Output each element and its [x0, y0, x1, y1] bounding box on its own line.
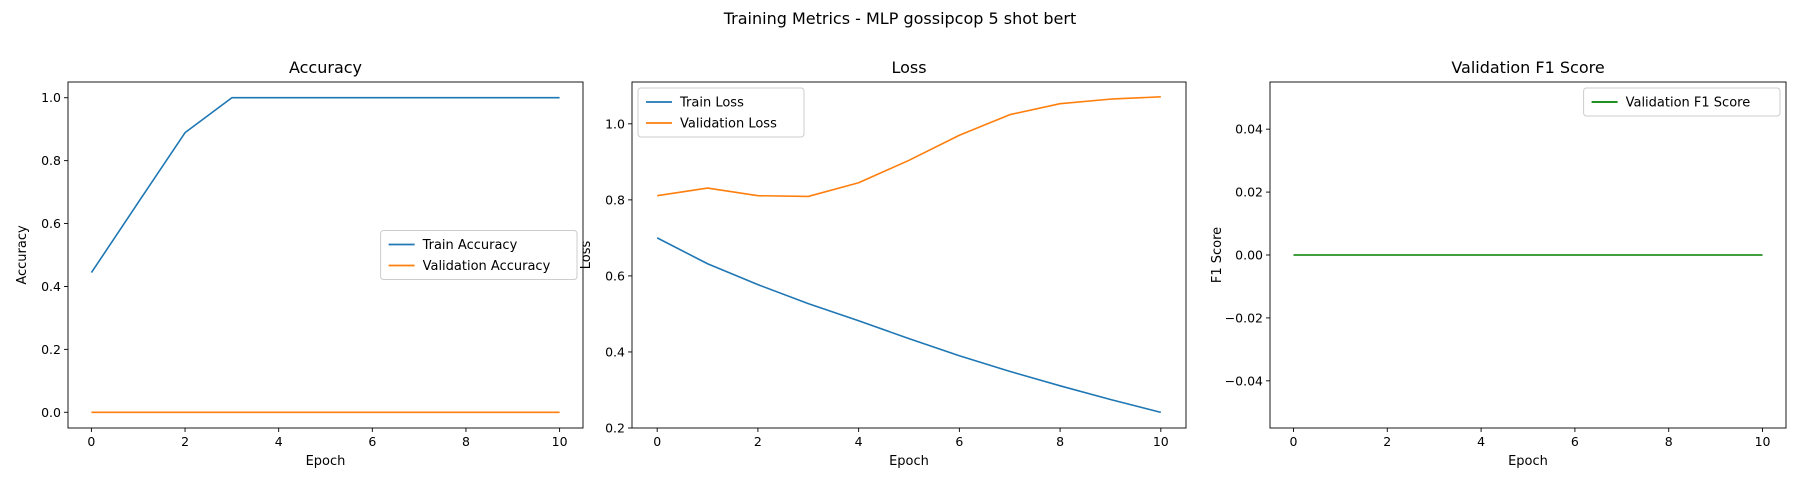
x-tick-label: 4 [855, 434, 863, 449]
x-axis-label: Epoch [306, 454, 346, 469]
x-tick-label: 6 [955, 434, 963, 449]
series-line-1 [90, 96, 560, 274]
chart-panel-1: Accuracy 0 2 4 6 8 10 0.0 0.2 0.4 0.6 0.8 1.0 Epoch Ac… [15, 58, 584, 469]
series-line-2 [657, 96, 1161, 198]
y-tick-label: 0.00 [1235, 248, 1263, 263]
legend-box [380, 230, 578, 280]
x-tick-label: 8 [1665, 434, 1673, 449]
x-tick-label: 0 [1289, 434, 1297, 449]
x-axis-label: Epoch [1508, 454, 1548, 469]
y-axis-label: Loss [579, 241, 594, 270]
x-tick-label: 8 [1056, 434, 1064, 449]
chart-panel-3: Validation F1 Score 0 2 4 6 8 10 −0.04 −0.02 0.00… [1210, 58, 1787, 469]
x-tick-label: 0 [87, 434, 95, 449]
chart-panel-2: Loss 0 2 4 6 8 10 0.2 0.4 0.6 0.8 1.0 Epoch Loss Train… [579, 58, 1187, 469]
legend-label: Validation Accuracy [423, 259, 551, 274]
legend: Validation F1 Score [1583, 87, 1781, 117]
y-tick-label: 1.0 [41, 90, 61, 105]
x-tick-label: 10 [1153, 434, 1169, 449]
x-tick-label: 4 [1477, 434, 1485, 449]
x-tick-label: 0 [653, 434, 661, 449]
plot-frame [67, 81, 584, 429]
x-axis-label: Epoch [889, 454, 929, 469]
y-tick-label: 0.04 [1235, 122, 1263, 137]
y-tick-label: 0.02 [1235, 185, 1263, 200]
legend-label: Validation F1 Score [1626, 96, 1751, 111]
y-axis-label: Accuracy [15, 225, 30, 285]
legend: Train Loss Validation Loss [637, 87, 805, 138]
x-tick-label: 10 [1755, 434, 1771, 449]
y-tick-label: 0.4 [605, 344, 625, 359]
x-tick-label: 4 [275, 434, 283, 449]
y-tick-label: 0.6 [605, 268, 625, 283]
x-tick-label: 2 [1383, 434, 1391, 449]
x-tick-label: 6 [368, 434, 376, 449]
y-tick-label: 0.4 [41, 279, 61, 294]
y-tick-label: 1.0 [605, 116, 625, 131]
figure-title: Training Metrics - MLP gossipcop 5 shot … [723, 9, 1076, 28]
legend: Train Accuracy Validation Accuracy [380, 230, 578, 280]
chart-title: Validation F1 Score [1451, 58, 1604, 77]
x-tick-label: 2 [754, 434, 762, 449]
x-tick-label: 8 [462, 434, 470, 449]
chart-title: Accuracy [289, 58, 362, 77]
plot-frame [631, 81, 1187, 429]
y-tick-label: 0.8 [605, 192, 625, 207]
legend-label: Train Loss [679, 96, 744, 111]
x-tick-label: 2 [181, 434, 189, 449]
y-tick-label: 0.6 [41, 216, 61, 231]
legend-label: Validation Loss [680, 117, 777, 132]
legend-box [637, 87, 805, 138]
y-tick-label: 0.0 [41, 405, 61, 420]
x-tick-label: 10 [552, 434, 568, 449]
y-tick-label: −0.04 [1225, 373, 1263, 388]
y-tick-label: 0.2 [41, 342, 61, 357]
y-tick-label: 0.2 [605, 421, 625, 436]
series-line-1 [656, 237, 1162, 414]
x-tick-label: 6 [1571, 434, 1579, 449]
legend-label: Train Accuracy [422, 238, 518, 253]
chart-title: Loss [891, 58, 926, 77]
y-tick-label: 0.8 [41, 153, 61, 168]
y-axis-label: F1 Score [1210, 227, 1225, 283]
legend-box [1583, 87, 1781, 117]
y-tick-label: −0.02 [1225, 310, 1263, 325]
